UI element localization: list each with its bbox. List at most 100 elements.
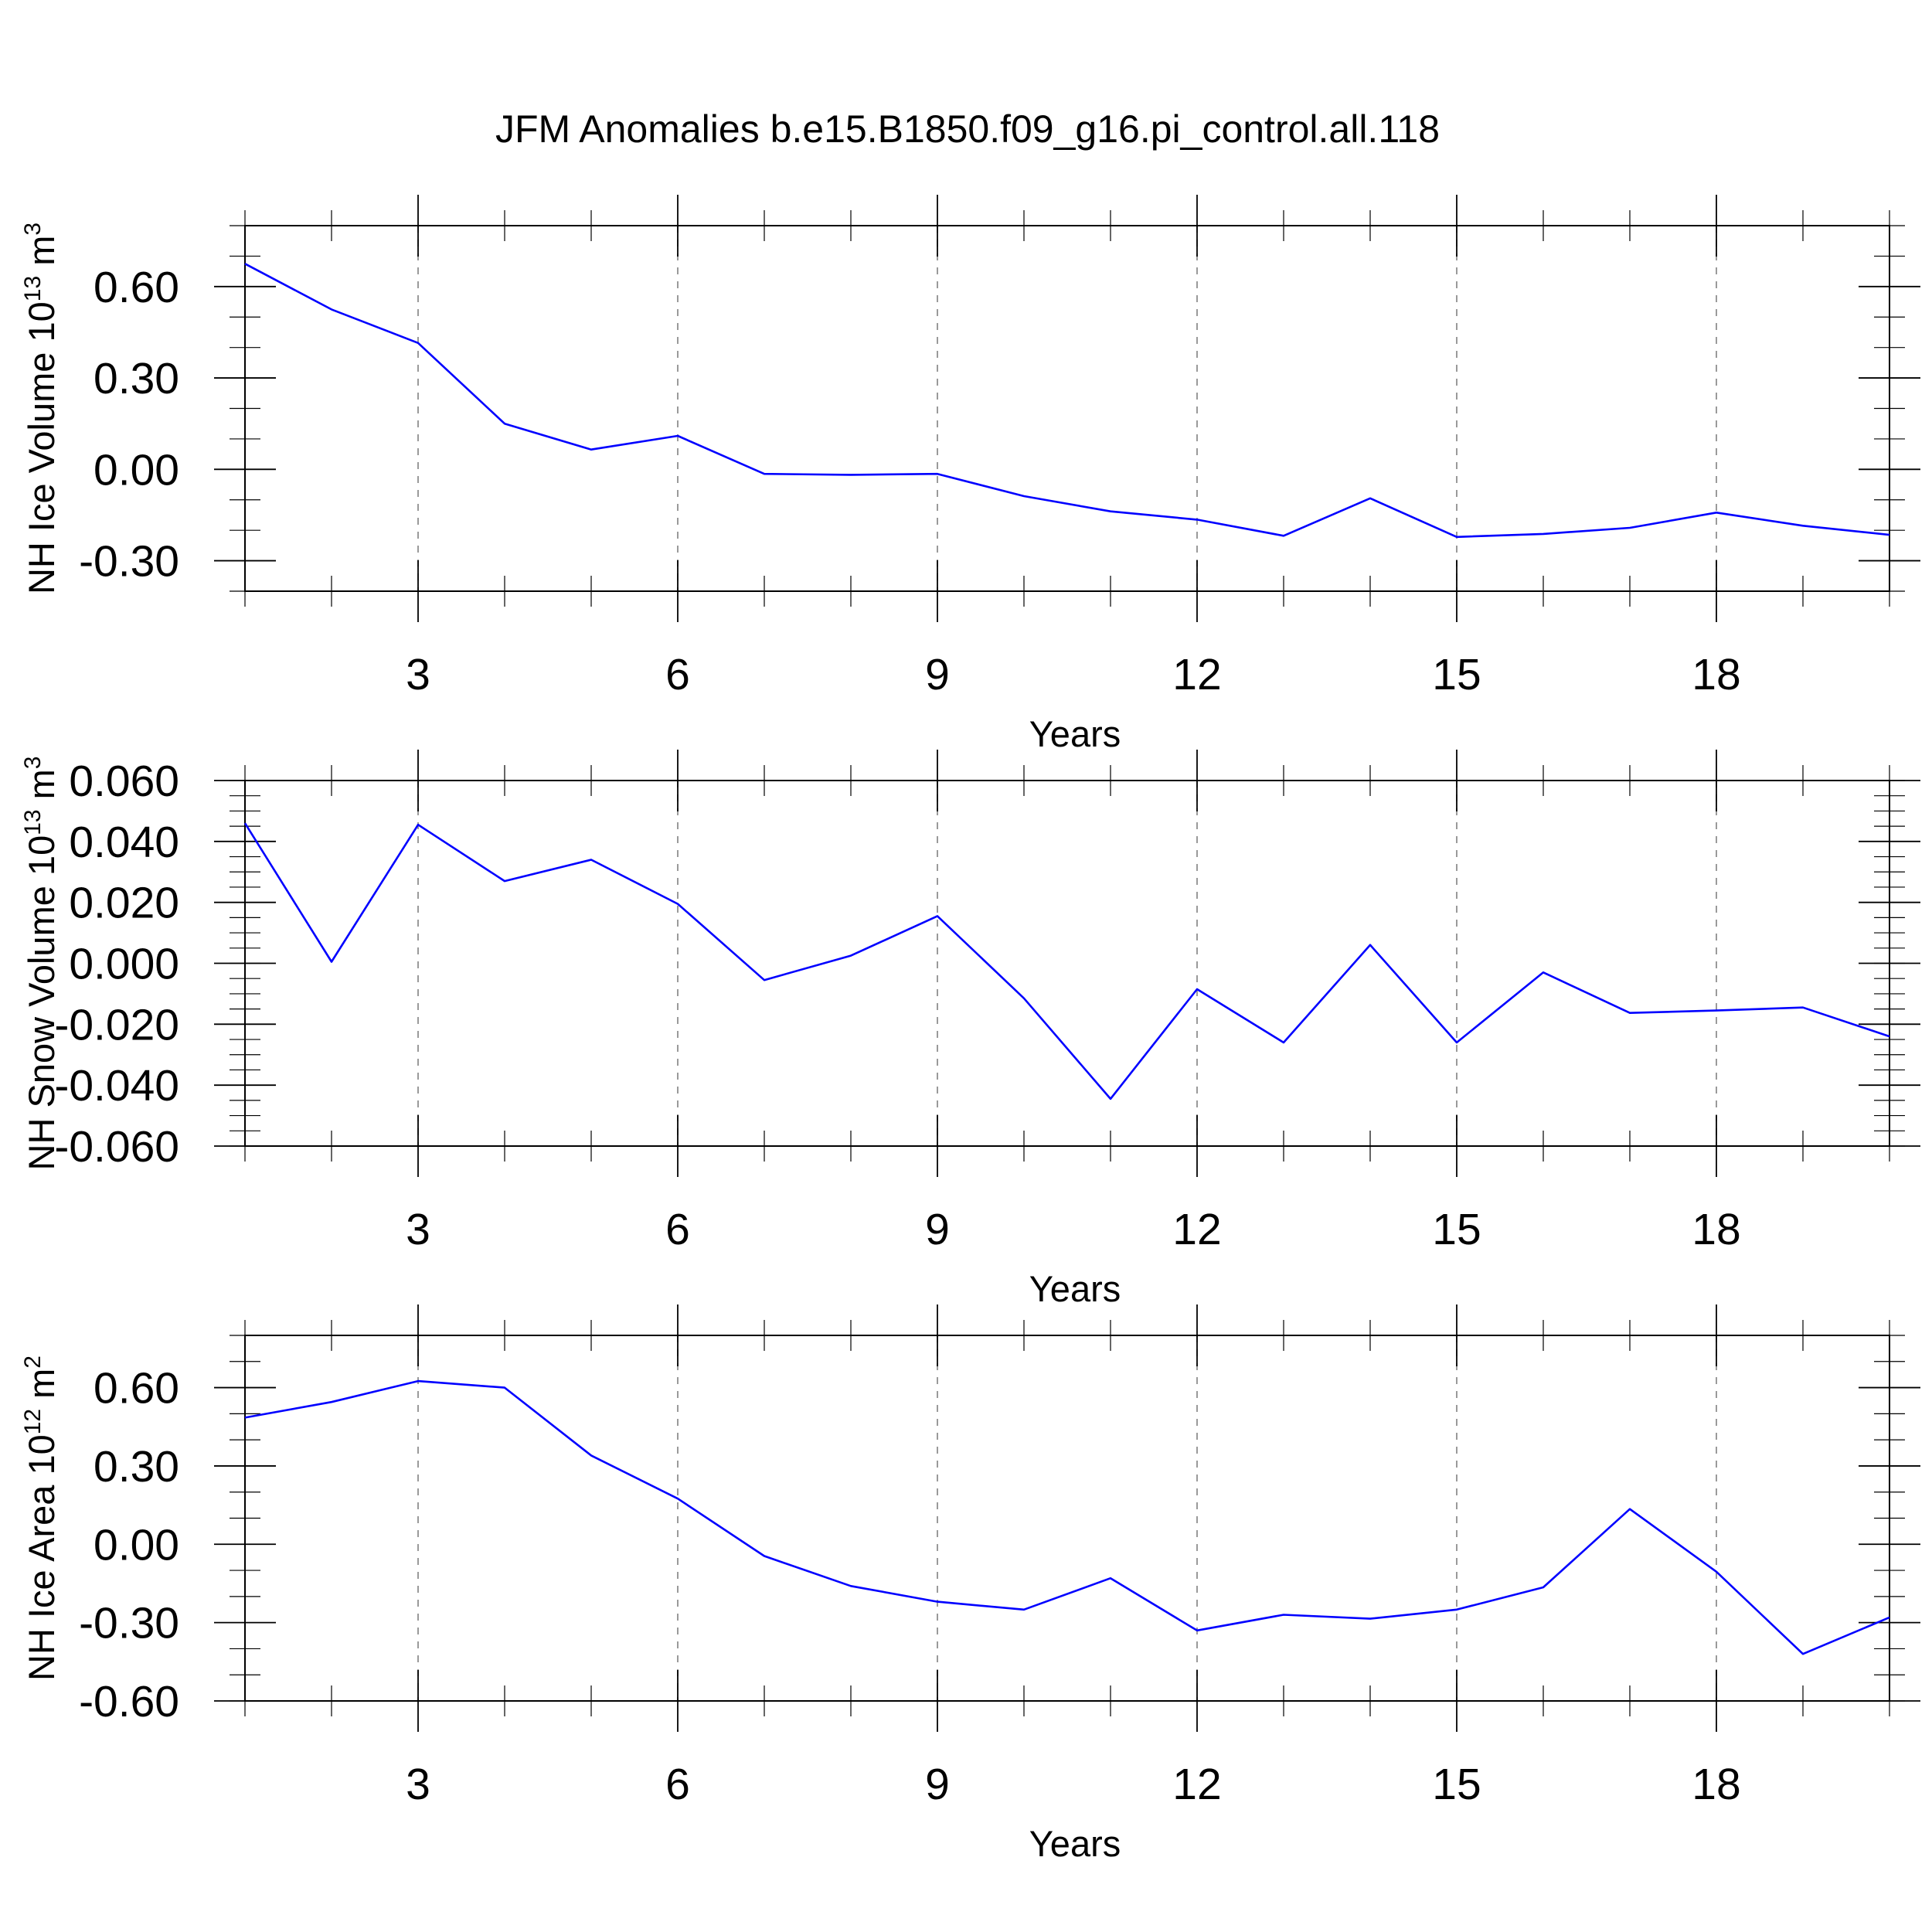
data-point [1715,1570,1718,1573]
series-line [243,822,1890,1100]
data-point [1455,1608,1458,1611]
chart-panel-3: -0.60 -0.30 0.00 0.30 0.60 3 6 9 12 15 18 Years NH I… [20,1304,1920,1864]
x-tick-label: 3 [406,1760,430,1809]
data-point [763,472,766,475]
data-point [243,262,247,265]
y-tick-label: 0.60 [94,263,179,312]
x-tick-label: 9 [925,1205,950,1254]
data-point [1109,1577,1112,1580]
y-tick-label: 0.020 [69,879,179,928]
data-point [1282,534,1285,537]
data-point [1628,1508,1631,1511]
x-tick-label: 12 [1172,1205,1221,1254]
x-tick-label: 15 [1432,1205,1481,1254]
data-point [936,472,939,475]
data-point [590,1454,593,1457]
data-point [1888,533,1891,536]
data-point [1542,971,1545,974]
y-tick-label: 0.00 [94,1520,179,1570]
data-point [849,473,852,476]
data-point [1369,944,1372,947]
x-tick-label: 18 [1692,1760,1740,1809]
x-tick-label: 15 [1432,650,1481,699]
data-point [1715,1009,1718,1012]
data-point [1628,1012,1631,1015]
data-point [417,1379,420,1383]
x-tick-label: 6 [665,650,690,699]
data-point [849,1584,852,1587]
y-axis-title: NH Ice Volume 1013 m3 [20,223,62,594]
y-tick-label: 0.040 [69,818,179,867]
data-point [936,1600,939,1604]
data-point [1109,510,1112,513]
data-point [503,1386,506,1389]
chart-panels: -0.30 0.00 0.30 0.60 3 6 9 12 15 18 Years NH Ice Vo… [20,195,1920,1864]
x-axis-title: Years [1029,1268,1121,1309]
x-tick-label: 6 [665,1205,690,1254]
data-point [1888,1035,1891,1038]
data-point [1369,1617,1372,1621]
data-point [849,954,852,957]
x-tick-label: 12 [1172,650,1221,699]
data-point [763,1554,766,1557]
data-point [243,821,247,825]
data-point [1628,526,1631,529]
data-point [676,1497,679,1500]
x-tick-label: 9 [925,1760,950,1809]
data-point [1801,1652,1804,1655]
y-tick-label: -0.040 [54,1061,179,1111]
data-point [590,858,593,861]
data-point [1282,1614,1285,1617]
data-point [1542,532,1545,536]
y-axis-title: NH Snow Volume 1013 m3 [20,757,62,1171]
plot-frame [244,1335,1890,1702]
data-point [676,434,679,437]
data-point [1022,1608,1026,1611]
data-point [1715,511,1718,514]
data-point [1801,1006,1804,1009]
y-tick-label: 0.60 [94,1364,179,1413]
data-point [1282,1041,1285,1044]
x-tick-label: 12 [1172,1760,1221,1809]
data-point [1455,1041,1458,1044]
data-point [1196,518,1199,521]
data-point [417,342,420,345]
data-point [1369,497,1372,500]
y-tick-label: 0.30 [94,1442,179,1492]
data-point [1801,524,1804,527]
x-tick-label: 3 [406,1205,430,1254]
data-point [1109,1097,1112,1100]
x-tick-label: 3 [406,650,430,699]
data-point [1196,988,1199,991]
y-tick-label: 0.000 [69,940,179,989]
x-tick-label: 6 [665,1760,690,1809]
data-point [1888,1616,1891,1619]
y-tick-label: -0.060 [54,1122,179,1172]
data-point [676,903,679,906]
y-axis-title: NH Ice Area 1012 m2 [20,1355,62,1681]
data-point [1022,495,1026,498]
data-point [763,978,766,981]
x-tick-label: 9 [925,650,950,699]
y-tick-label: -0.30 [79,1599,179,1648]
x-axis-title: Years [1029,1823,1121,1864]
chart-title: JFM Anomalies b.e15.B1850.f09_g16.pi_con… [495,107,1440,151]
data-point [330,308,333,311]
chart-panel-2: -0.060 -0.040 -0.020 0.000 0.020 0.040 0.060 3 6… [20,750,1920,1309]
series-line [244,263,1890,539]
x-tick-label: 15 [1432,1760,1481,1809]
y-tick-label: 0.00 [94,445,179,495]
y-tick-label: -0.60 [79,1677,179,1726]
plot-frame [244,780,1890,1147]
data-point [503,879,506,883]
data-point [243,1416,247,1419]
data-point [936,914,939,917]
data-point [1542,1586,1545,1589]
y-tick-label: 0.30 [94,354,179,403]
data-point [1022,997,1026,1000]
data-point [330,961,333,964]
data-point [417,823,420,826]
data-point [330,1400,333,1403]
y-tick-label: -0.30 [79,537,179,587]
